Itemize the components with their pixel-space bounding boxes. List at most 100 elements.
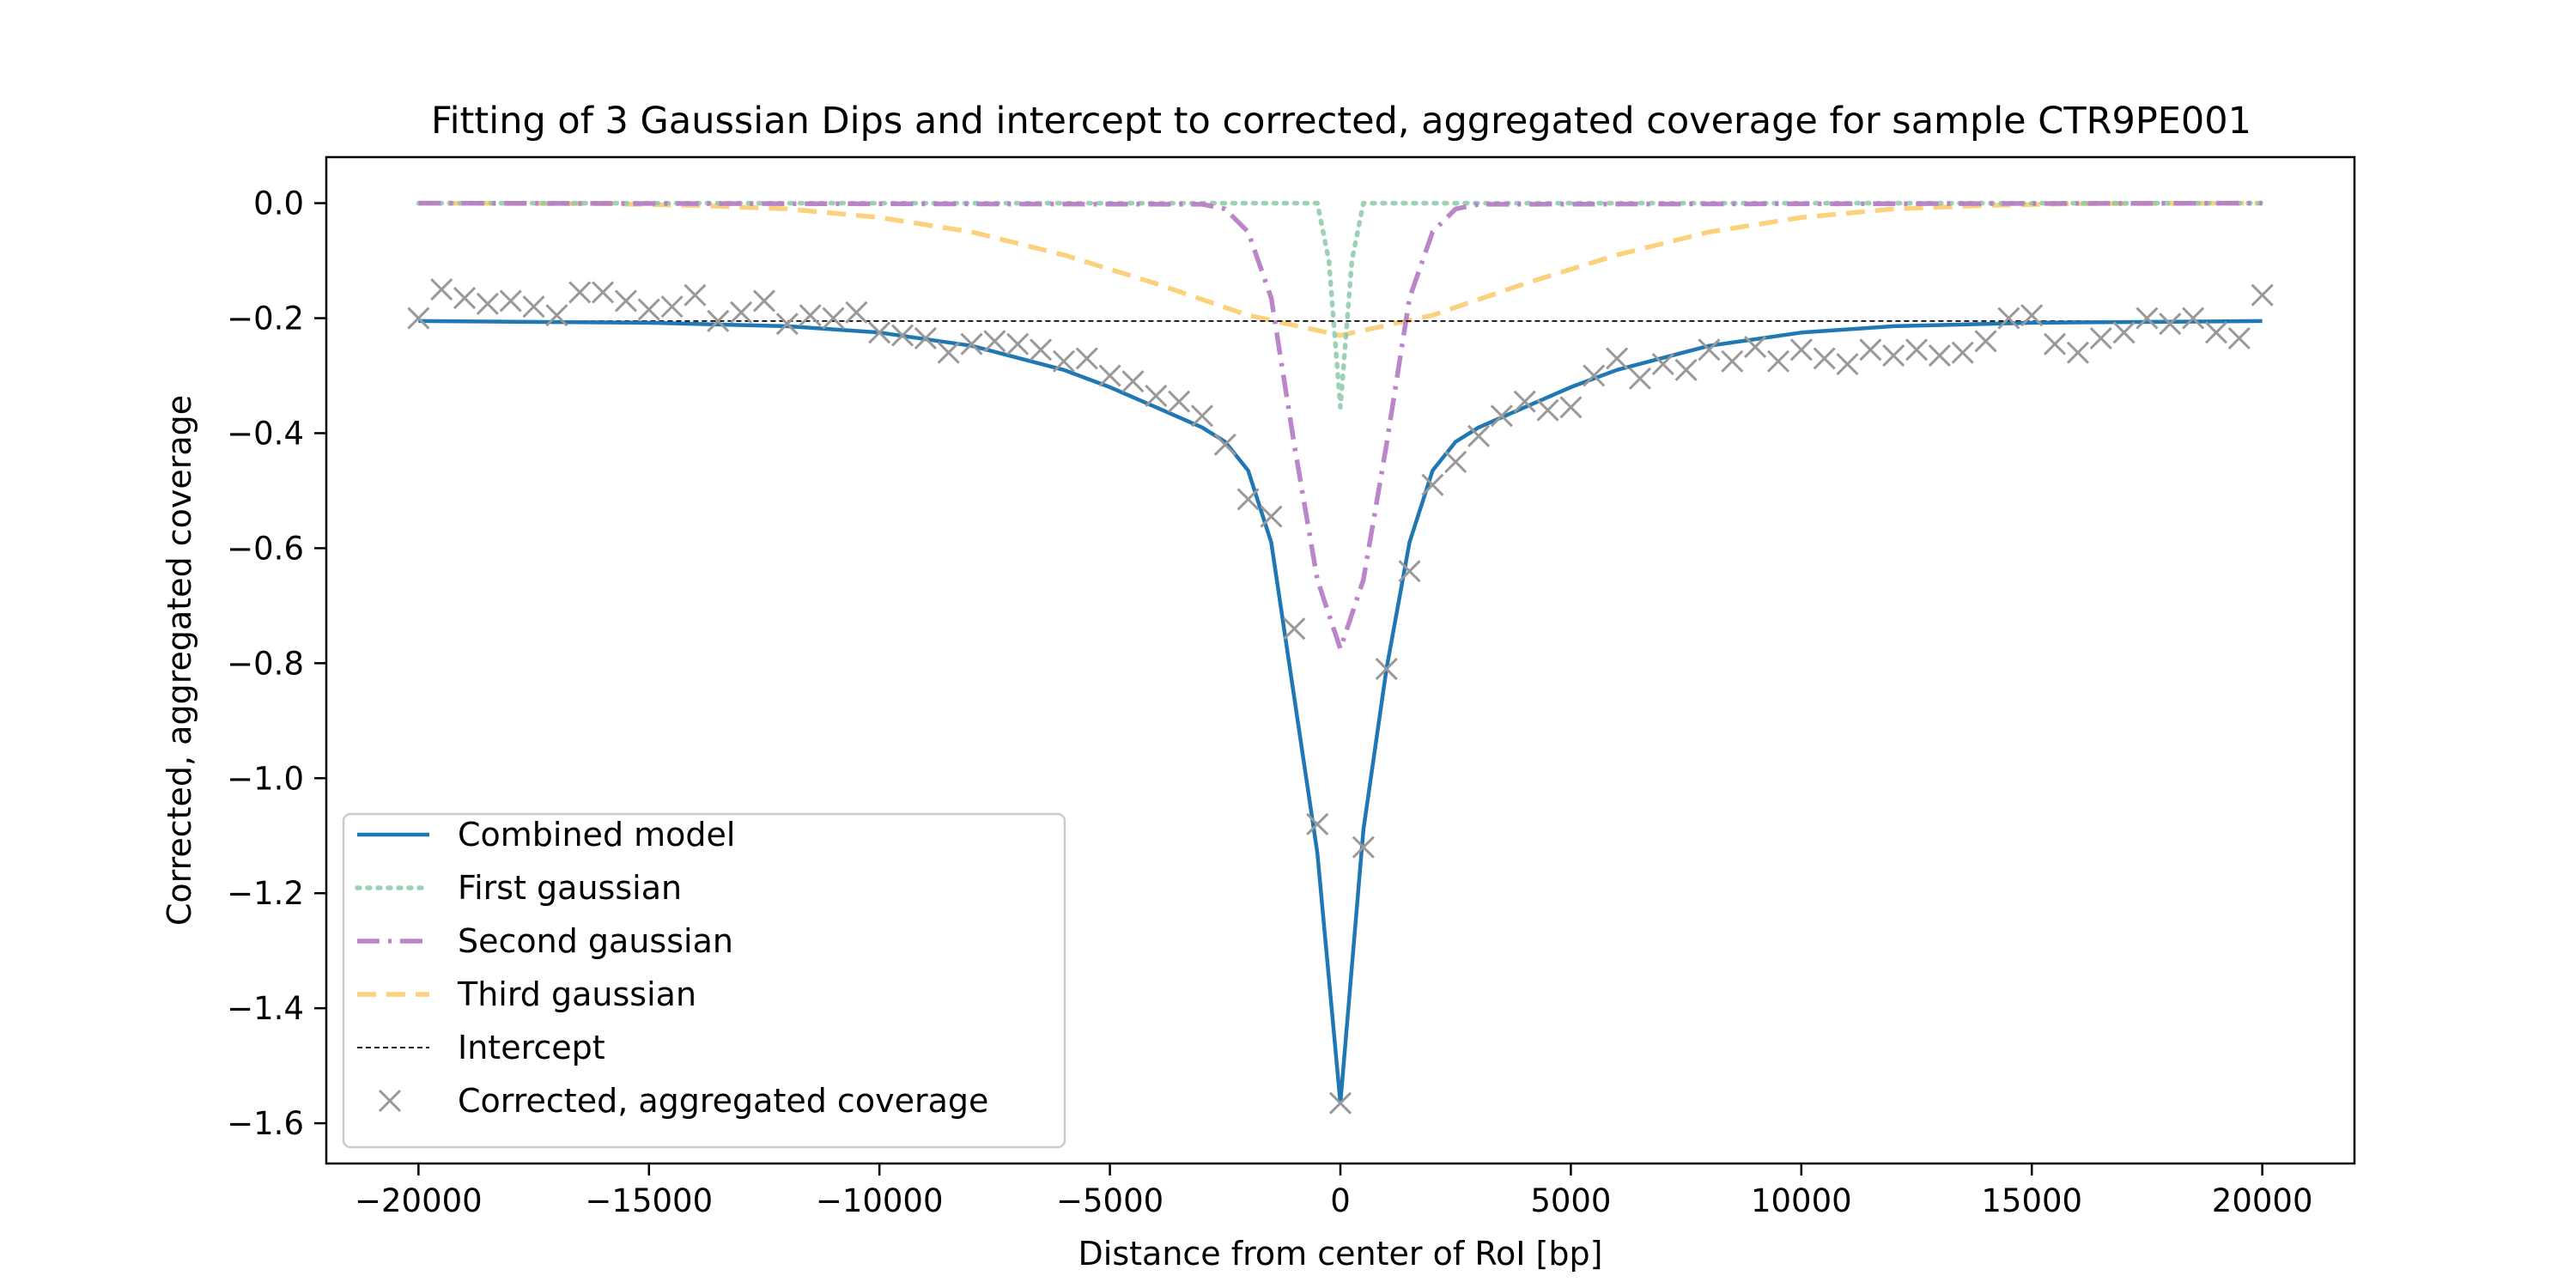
data-point-marker <box>1721 349 1744 373</box>
y-tick-label: −0.2 <box>227 301 304 337</box>
y-tick-label: −0.6 <box>227 530 304 567</box>
data-point-marker <box>1744 335 1767 359</box>
data-point-marker <box>2066 341 2089 364</box>
data-point-marker <box>1974 330 1997 353</box>
data-point-marker <box>1951 341 1974 364</box>
data-point-marker <box>499 289 522 313</box>
series-line-first-gaussian <box>416 200 2265 410</box>
data-point-marker <box>2227 326 2251 350</box>
x-tick-label: 0 <box>1330 1182 1351 1219</box>
data-point-marker <box>2204 321 2228 344</box>
legend-frame <box>342 812 1066 1149</box>
data-point-marker <box>1006 332 1030 355</box>
data-point-marker <box>1236 488 1260 511</box>
series-layer <box>407 200 2274 1115</box>
y-tick-label: −0.4 <box>227 415 304 452</box>
legend: Combined model First gaussian Second gauss… <box>342 812 1066 1149</box>
data-point-marker <box>845 301 868 324</box>
data-point-marker <box>1536 398 1559 422</box>
data-point-marker <box>1997 307 2020 330</box>
data-point-marker <box>407 307 430 330</box>
data-point-marker <box>1559 396 1583 419</box>
data-point-marker <box>1213 433 1236 456</box>
data-point-marker <box>1928 343 1951 368</box>
data-point-marker <box>775 313 799 336</box>
data-point-marker <box>1260 505 1283 528</box>
data-point-marker <box>914 326 937 350</box>
series-line-second-gaussian <box>418 200 2263 652</box>
legend-label: Corrected, aggregated coverage <box>458 1082 988 1120</box>
data-point-marker <box>1421 473 1444 496</box>
data-point-marker <box>2020 304 2044 327</box>
data-point-marker <box>868 321 891 344</box>
data-point-marker <box>660 295 683 319</box>
y-tick-label: −1.6 <box>227 1105 304 1142</box>
data-point-marker <box>2089 326 2112 350</box>
data-point-marker <box>2251 283 2274 307</box>
data-point-marker <box>1306 812 1329 835</box>
data-point-marker <box>1766 349 1790 373</box>
x-tick-label: 10000 <box>1751 1182 1852 1219</box>
data-point-marker <box>1444 450 1467 474</box>
data-point-marker <box>1398 560 1421 583</box>
data-point-marker <box>2044 332 2067 355</box>
data-point-marker <box>730 301 753 324</box>
data-point-marker <box>592 281 615 304</box>
data-point-marker <box>2136 307 2159 330</box>
data-point-marker <box>1168 390 1191 413</box>
y-axis: 0.0 −0.2 −0.4 −0.6 −0.8 −1.0 −1.2 −1.4 −1.6 <box>227 185 326 1142</box>
y-tick-label: −1.0 <box>227 760 304 797</box>
data-point-marker <box>522 295 545 319</box>
data-point-marker <box>1352 835 1375 859</box>
data-point-marker <box>822 307 845 330</box>
data-point-marker <box>1121 370 1145 393</box>
chart-title: Fitting of 3 Gaussian Dips and intercept… <box>431 100 2251 143</box>
data-point-marker <box>1098 364 1121 387</box>
data-point-marker <box>1882 343 1905 368</box>
legend-label: Second gaussian <box>458 922 733 960</box>
data-point-marker <box>1513 390 1536 413</box>
data-point-marker <box>983 330 1006 353</box>
x-tick-label: −5000 <box>1056 1182 1163 1219</box>
legend-label: Combined model <box>458 816 735 854</box>
data-point-marker <box>890 324 914 347</box>
y-tick-label: −0.8 <box>227 645 304 682</box>
data-point-marker <box>430 277 453 301</box>
data-point-marker <box>1075 347 1098 370</box>
data-point-marker <box>1813 347 1836 370</box>
data-point-marker <box>568 281 592 304</box>
data-point-marker <box>1859 338 1882 361</box>
data-point-marker <box>1674 358 1698 381</box>
data-point-marker <box>614 289 637 313</box>
data-point-marker <box>1698 338 1721 361</box>
data-point-marker <box>1375 657 1398 681</box>
data-point-marker <box>799 304 822 327</box>
x-tick-label: −15000 <box>585 1182 713 1219</box>
data-point-marker <box>937 341 960 364</box>
data-point-marker <box>453 287 477 310</box>
data-point-marker <box>1905 338 1929 361</box>
data-point-marker <box>1283 617 1306 641</box>
data-point-marker <box>1836 353 1859 376</box>
data-point-marker <box>1052 349 1075 373</box>
data-point-marker <box>2112 321 2136 344</box>
legend-label: First gaussian <box>458 869 682 907</box>
x-tick-label: 5000 <box>1530 1182 1611 1219</box>
series-line-third-gaussian <box>418 200 2263 338</box>
legend-label: Intercept <box>458 1029 605 1066</box>
data-point-marker <box>545 304 568 327</box>
legend-label: Third gaussian <box>457 975 696 1013</box>
x-tick-label: −20000 <box>355 1182 483 1219</box>
x-tick-label: −10000 <box>816 1182 944 1219</box>
data-point-marker <box>1190 404 1214 428</box>
data-point-marker <box>2182 307 2205 330</box>
legend-marker <box>378 1089 402 1113</box>
y-axis-label: Corrected, aggregated coverage <box>161 395 198 926</box>
data-point-marker <box>637 298 660 321</box>
data-point-marker <box>1030 338 1053 361</box>
data-point-marker <box>2159 313 2182 336</box>
data-point-marker <box>1490 404 1513 428</box>
data-point-marker <box>1606 347 1629 370</box>
data-point-marker <box>1651 353 1674 376</box>
